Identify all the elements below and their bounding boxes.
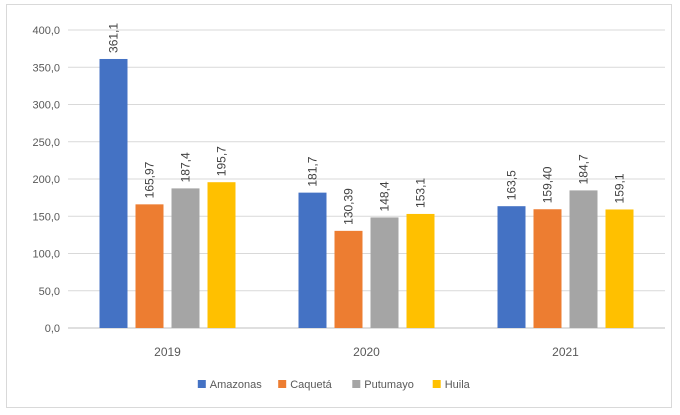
data-label: 165,97 — [143, 161, 157, 198]
y-tick-label: 50,0 — [39, 286, 60, 298]
y-tick-label: 200,0 — [32, 174, 60, 186]
bar-amazonas-2021 — [497, 206, 526, 328]
legend-swatch — [352, 380, 361, 388]
y-tick-label: 350,0 — [32, 62, 60, 74]
data-label: 148,4 — [378, 181, 392, 211]
data-label: 361,1 — [107, 23, 121, 53]
y-tick-label: 400,0 — [32, 25, 60, 37]
data-label: 181,7 — [306, 156, 320, 186]
legend-label: Caquetá — [290, 379, 332, 391]
bar-huila-2020 — [406, 213, 435, 328]
data-label: 187,4 — [179, 152, 193, 182]
bar-caquetá-2021 — [533, 209, 562, 328]
y-tick-label: 150,0 — [32, 211, 60, 223]
y-tick-label: 300,0 — [32, 100, 60, 112]
data-label: 159,40 — [541, 166, 555, 203]
bar-huila-2019 — [207, 182, 236, 328]
data-label: 153,1 — [414, 178, 428, 208]
bar-huila-2021 — [605, 209, 634, 328]
bar-putumayo-2021 — [569, 190, 598, 328]
bar-caquetá-2019 — [135, 204, 164, 328]
bar-amazonas-2019 — [99, 58, 128, 328]
data-label: 130,39 — [342, 188, 356, 225]
legend-label: Amazonas — [210, 379, 262, 391]
data-label: 163,5 — [505, 170, 519, 200]
bar-caquetá-2020 — [334, 230, 363, 328]
y-tick-label: 250,0 — [32, 137, 60, 149]
legend-label: Putumayo — [364, 379, 414, 391]
data-label: 159,1 — [613, 173, 627, 203]
legend-swatch — [432, 380, 441, 388]
legend-swatch — [278, 380, 287, 388]
y-tick-label: 100,0 — [32, 249, 60, 261]
bar-putumayo-2020 — [370, 217, 399, 328]
bar-putumayo-2019 — [171, 188, 200, 328]
x-tick-label: 2019 — [154, 345, 181, 359]
x-tick-label: 2020 — [353, 345, 380, 359]
data-label: 184,7 — [577, 154, 591, 184]
legend-swatch — [197, 380, 206, 388]
x-tick-label: 2021 — [552, 345, 579, 359]
y-tick-label: 0,0 — [45, 323, 60, 335]
bar-amazonas-2020 — [298, 192, 327, 328]
legend-label: Huila — [445, 379, 471, 391]
data-label: 195,7 — [215, 146, 229, 176]
